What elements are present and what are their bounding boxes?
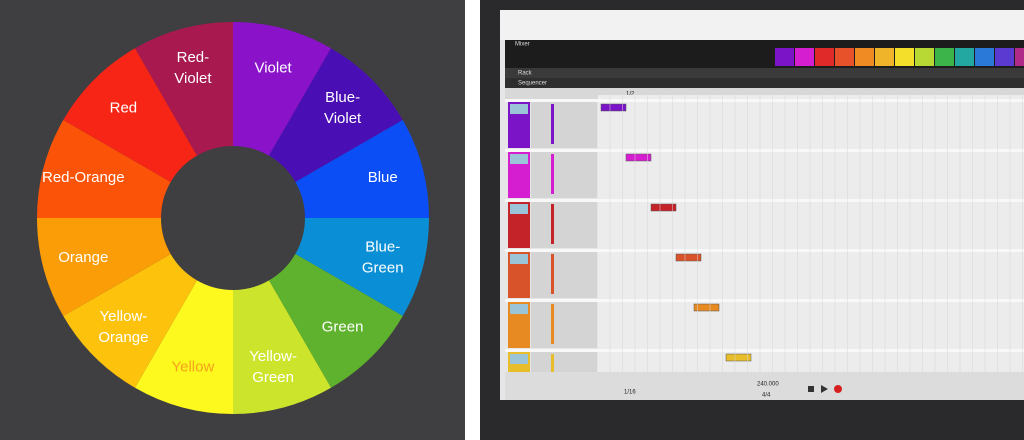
wheel-segment (63, 254, 198, 388)
rack-bar (505, 68, 1024, 78)
track-divider (505, 249, 1024, 252)
channel[interactable] (975, 48, 994, 66)
segment-label: Yellow- (99, 308, 147, 325)
clip (625, 153, 652, 162)
lane-strip (551, 254, 554, 294)
track-divider (505, 299, 1024, 302)
track-device (510, 304, 528, 314)
stop-button[interactable] (808, 386, 814, 392)
daw-photo: Mixer Rack Sequencer 1/2 1/16 240.000 4/… (480, 0, 1024, 440)
rack-label: Rack (518, 71, 533, 77)
sequencer-lanes (598, 95, 1024, 378)
segment-label: Green (252, 369, 294, 386)
wheel-segment (37, 218, 171, 316)
tracks (505, 95, 1024, 398)
wheel-segment (37, 120, 171, 218)
segment-label: Green (362, 260, 404, 277)
play-button[interactable] (821, 385, 828, 393)
channel[interactable] (795, 48, 814, 66)
track-device (510, 354, 528, 364)
sequencer-label: Sequencer (518, 81, 547, 87)
channel[interactable] (995, 48, 1014, 66)
track-device (510, 254, 528, 264)
sequencer-bar (505, 78, 1024, 88)
track-divider (505, 199, 1024, 202)
wheel-segment (295, 120, 429, 218)
signature-value[interactable]: 4/4 (762, 393, 771, 399)
segment-label: Red- (177, 49, 210, 66)
segment-label: Orange (98, 329, 148, 346)
track-controls (531, 302, 597, 348)
title-bar (500, 10, 1024, 40)
channel[interactable] (955, 48, 974, 66)
clip (650, 203, 677, 212)
wheel-segment (269, 48, 403, 183)
track-divider (505, 99, 1024, 102)
clip (600, 103, 627, 112)
track-controls (531, 202, 597, 248)
snap-value[interactable]: 1/2 (626, 92, 635, 98)
segment-label: Blue (368, 169, 398, 186)
lane-strip (551, 204, 554, 244)
channel[interactable] (915, 48, 934, 66)
clip (693, 303, 720, 312)
track-divider (505, 149, 1024, 152)
channel[interactable] (855, 48, 874, 66)
channel[interactable] (775, 48, 794, 66)
segment-label: Red-Orange (42, 169, 125, 186)
channel[interactable] (895, 48, 914, 66)
quantize-value[interactable]: 1/16 (624, 390, 636, 396)
mixer-label: Mixer (515, 42, 530, 48)
wheel-segment (135, 280, 233, 414)
channel[interactable] (875, 48, 894, 66)
channel[interactable] (935, 48, 954, 66)
segment-label: Green (322, 319, 364, 336)
segment-label: Yellow- (249, 348, 297, 365)
channel[interactable] (815, 48, 834, 66)
track-device (510, 104, 528, 114)
wheel-segment (135, 22, 233, 156)
tempo-value[interactable]: 240.000 (757, 382, 779, 388)
wheel-segment (295, 218, 429, 316)
lane-strip (551, 104, 554, 144)
transport-bar (505, 372, 1024, 400)
wheel-segment (233, 22, 331, 156)
mixer-channels (775, 48, 1024, 66)
clip (725, 353, 752, 362)
channel[interactable] (1015, 48, 1024, 66)
wheel-segment (63, 48, 198, 183)
segment-label: Violet (174, 70, 212, 87)
segment-label: Yellow (171, 359, 214, 376)
segment-label: Red (110, 99, 138, 116)
segment-label: Blue- (365, 239, 400, 256)
wheel-segment (233, 280, 331, 414)
track-device (510, 154, 528, 164)
track-device (510, 204, 528, 214)
channel[interactable] (835, 48, 854, 66)
segment-label: Orange (58, 249, 108, 266)
segment-label: Violet (324, 110, 362, 127)
track-divider (505, 349, 1024, 352)
track-controls (531, 102, 597, 148)
track-controls (531, 252, 597, 298)
lane-strip (551, 154, 554, 194)
clip (675, 253, 702, 262)
color-wheel: Violet Blue- Violet Blue Blue- Green Green Yell… (37, 22, 429, 414)
segment-label: Violet (254, 59, 292, 76)
wheel-segment (269, 254, 403, 388)
segment-label: Blue- (325, 89, 360, 106)
track-controls (531, 152, 597, 198)
lane-strip (551, 304, 554, 344)
record-button[interactable] (834, 385, 842, 393)
